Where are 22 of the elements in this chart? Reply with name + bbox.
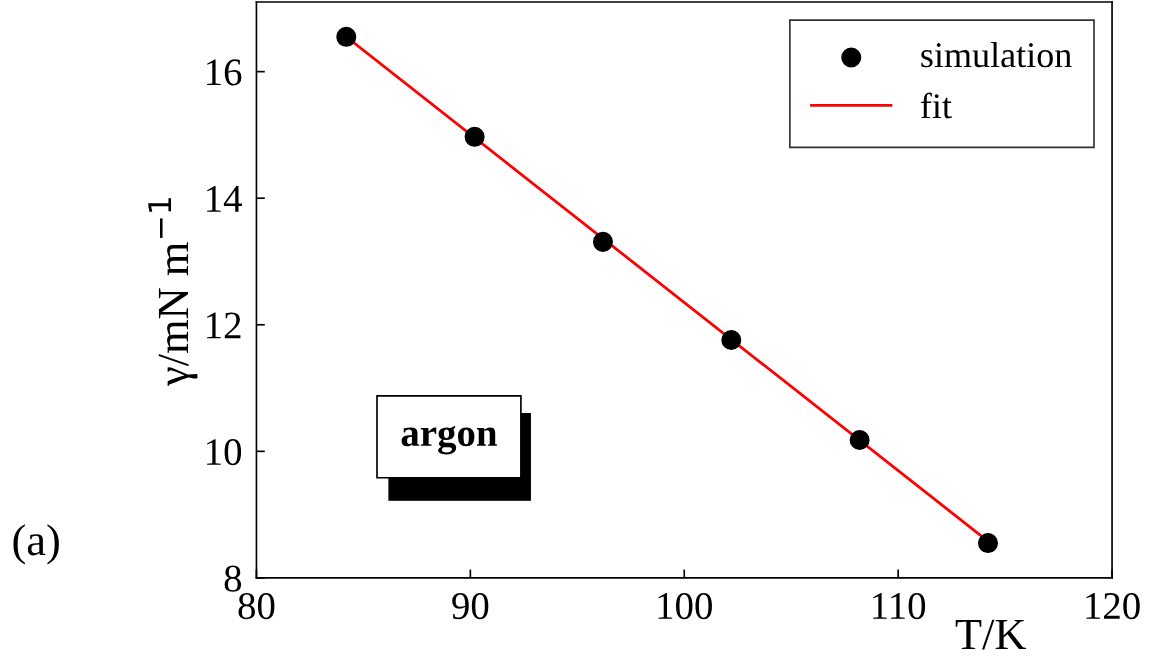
x-tick-label: 100 xyxy=(658,592,712,620)
point xyxy=(336,26,357,47)
y-tick-label: 12 xyxy=(207,312,241,339)
point xyxy=(464,126,485,147)
point xyxy=(849,429,870,450)
x-tick-label: 110 xyxy=(873,592,926,620)
legend-label: simulation xyxy=(921,41,1072,68)
x-axis-title: T/K xyxy=(955,619,1027,650)
point xyxy=(592,231,613,252)
point xyxy=(977,533,998,554)
legend-label: fit xyxy=(920,92,952,119)
y-tick-label: 14 xyxy=(207,186,242,212)
y-tick-label: 8 xyxy=(224,565,242,592)
y-tick-label: 16 xyxy=(207,59,242,86)
x-tick-label: 120 xyxy=(1086,592,1140,620)
x-tick-label: 80 xyxy=(238,592,275,620)
annotation: argon xyxy=(401,425,497,455)
text: (a) xyxy=(13,524,59,565)
point xyxy=(721,329,742,350)
x-tick-label: 90 xyxy=(452,592,489,620)
y-tick-label: 10 xyxy=(207,438,242,466)
y-axis-title: γ/mN m$^{−1}$ xyxy=(148,198,198,387)
